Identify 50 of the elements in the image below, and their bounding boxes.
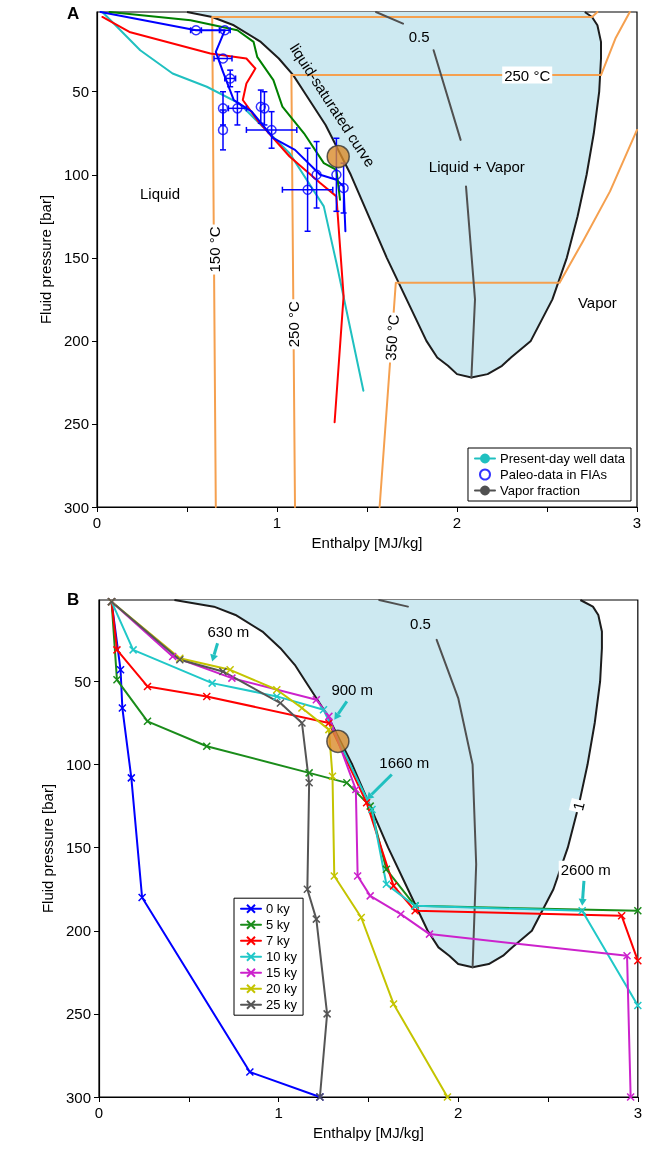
chart-title: B — [67, 590, 80, 609]
x-tick-label: 3 — [633, 1104, 642, 1121]
annotation: Liquid — [139, 184, 181, 202]
legend-label: 5 ky — [266, 917, 291, 933]
legend-label: Vapor fraction — [499, 483, 580, 498]
annotation: 0.5 — [408, 28, 430, 46]
y-tick-label: 300 — [65, 1088, 91, 1106]
annotation: 2600 m — [560, 860, 611, 878]
y-tick-label: 100 — [63, 166, 89, 184]
legend-label: 10 ky — [266, 949, 298, 965]
y-axis-title: Fluid pressure [bar] — [37, 194, 54, 325]
y-tick-label: 150 — [65, 839, 91, 857]
legend-label: 25 ky — [266, 997, 298, 1013]
y-tick-label: 150 — [63, 249, 89, 267]
annotation: 630 m — [207, 623, 250, 641]
annotation: 350 °C — [381, 313, 402, 362]
x-tick-label: 1 — [274, 1104, 283, 1121]
x-tick-label: 2 — [452, 514, 462, 531]
x-tick-label: 3 — [632, 514, 642, 531]
y-tick-label: 200 — [65, 922, 91, 940]
x-tick-label: 2 — [454, 1104, 463, 1121]
annotation: 0.5 — [410, 614, 431, 632]
y-tick-label: 100 — [65, 756, 91, 774]
legend-label: 0 ky — [266, 901, 291, 917]
legend-label: Present-day well data — [499, 451, 626, 466]
x-tick-label: 0 — [92, 514, 102, 531]
y-tick-label: 50 — [74, 672, 91, 690]
annotation: Liquid + Vapor — [428, 157, 525, 175]
y-tick-label: 250 — [63, 415, 89, 433]
x-axis-title: Enthalpy [MJ/kg] — [312, 1123, 424, 1141]
annotation: 900 m — [331, 681, 374, 699]
y-tick-label: 200 — [63, 332, 89, 350]
legend-label: 7 ky — [266, 933, 291, 949]
annotation: 150 °C — [205, 226, 223, 273]
y-tick-label: 50 — [72, 83, 89, 101]
x-tick-label: 0 — [94, 1104, 104, 1121]
annotation: 1 — [569, 799, 588, 813]
x-tick-label: 1 — [272, 514, 282, 531]
y-tick-label: 300 — [63, 498, 89, 516]
y-tick-label: 250 — [65, 1005, 91, 1023]
annotation: Vapor — [577, 294, 617, 312]
legend-label: 15 ky — [266, 965, 298, 981]
annotation: 250 °C — [285, 301, 303, 348]
legend-label: Paleo-data in FIAs — [499, 467, 608, 482]
legend-label: 20 ky — [266, 981, 298, 997]
y-axis-title: Fluid pressure [bar] — [39, 783, 56, 914]
x-axis-title: Enthalpy [MJ/kg] — [311, 533, 423, 551]
annotation: 250 °C — [504, 66, 551, 84]
annotation: 1660 m — [379, 754, 430, 772]
chart-title: A — [67, 4, 80, 23]
